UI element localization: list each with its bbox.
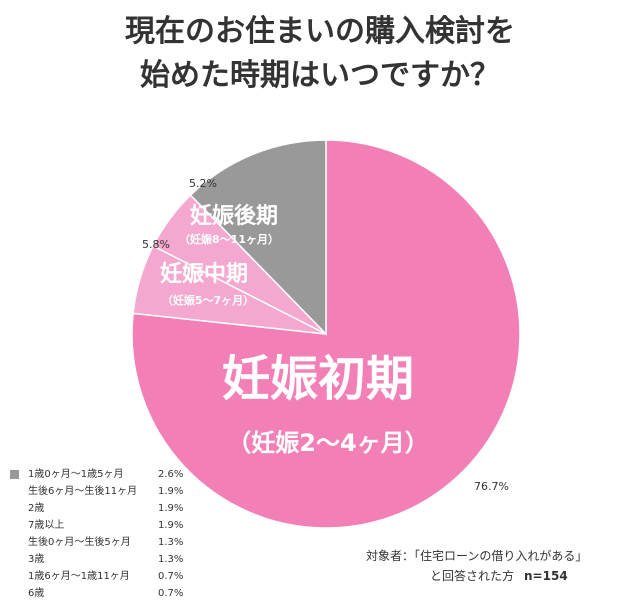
legend-value: 1.3% (158, 537, 184, 548)
slice-label-2: 妊娠後期 (190, 203, 278, 229)
sample-size: n=154 (524, 569, 568, 583)
chart-title: 現在のお住まいの購入検討を 始めた時期はいつですか？ (0, 10, 640, 98)
pie-slice-3 (189, 139, 327, 336)
slice-sublabel-2: （妊娠8〜11ヶ月） (179, 232, 279, 246)
slice-value-label-2: 5.2% (189, 177, 217, 190)
legend-label: 1歳6ヶ月〜1歳11ヶ月 (28, 571, 130, 582)
legend-value: 0.7% (158, 571, 184, 582)
legend-value: 1.3% (158, 554, 184, 565)
legend-item: 生後6ヶ月〜生後11ヶ月 1.9% (10, 483, 210, 500)
legend-label: 3歳 (28, 554, 45, 565)
survey-target-text: 対象者：「住宅ローンの借り入れがある」 (366, 549, 588, 563)
legend-label: 1歳0ヶ月〜1歳5ヶ月 (28, 469, 124, 480)
slice-sublabel-1: （妊娠5〜7ヶ月） (162, 293, 254, 307)
legend-item: 3歳 1.3% (10, 551, 210, 568)
slice-label-1: 妊娠中期 (160, 261, 248, 287)
slice-sublabel-0: （妊娠2〜4ヶ月） (227, 429, 428, 457)
legend-item: 2歳 1.9% (10, 500, 210, 517)
survey-target-text-2: と回答された方 n=154 (430, 566, 630, 586)
survey-answered-text: と回答された方 (430, 569, 515, 583)
legend-item: 7歳以上 1.9% (10, 517, 210, 534)
chart-title-line-1: 現在のお住まいの購入検討を (125, 14, 515, 49)
legend-item: 1歳0ヶ月〜1歳5ヶ月 2.6% (10, 466, 210, 483)
legend: 1歳0ヶ月〜1歳5ヶ月 2.6% 生後6ヶ月〜生後11ヶ月 1.9% 2歳 1.9% 7歳以… (10, 466, 210, 602)
legend-value: 1.9% (158, 520, 184, 531)
legend-item: 生後0ヶ月〜生後5ヶ月 1.3% (10, 534, 210, 551)
legend-item: 6歳 0.7% (10, 585, 210, 602)
legend-item: 1歳6ヶ月〜1歳11ヶ月 0.7% (10, 568, 210, 585)
legend-value: 0.7% (158, 588, 184, 599)
legend-label: 6歳 (28, 588, 45, 599)
pie-slice-0 (131, 139, 521, 529)
legend-value: 1.9% (158, 486, 184, 497)
chart-title-line-2: 始めた時期はいつですか？ (140, 58, 500, 93)
legend-label: 生後6ヶ月〜生後11ヶ月 (28, 486, 138, 497)
legend-label: 2歳 (28, 503, 45, 514)
survey-note: 対象者：「住宅ローンの借り入れがある」 と回答された方 n=154 (360, 546, 630, 586)
legend-label: 生後0ヶ月〜生後5ヶ月 (28, 537, 131, 548)
slice-label-0: 妊娠初期 (222, 351, 414, 407)
slice-value-label-0: 76.7% (474, 480, 509, 493)
legend-value: 1.9% (158, 503, 184, 514)
legend-label: 7歳以上 (28, 520, 65, 531)
slice-value-label-1: 5.8% (142, 238, 170, 251)
legend-swatch (10, 470, 19, 479)
legend-value: 2.6% (158, 469, 184, 480)
